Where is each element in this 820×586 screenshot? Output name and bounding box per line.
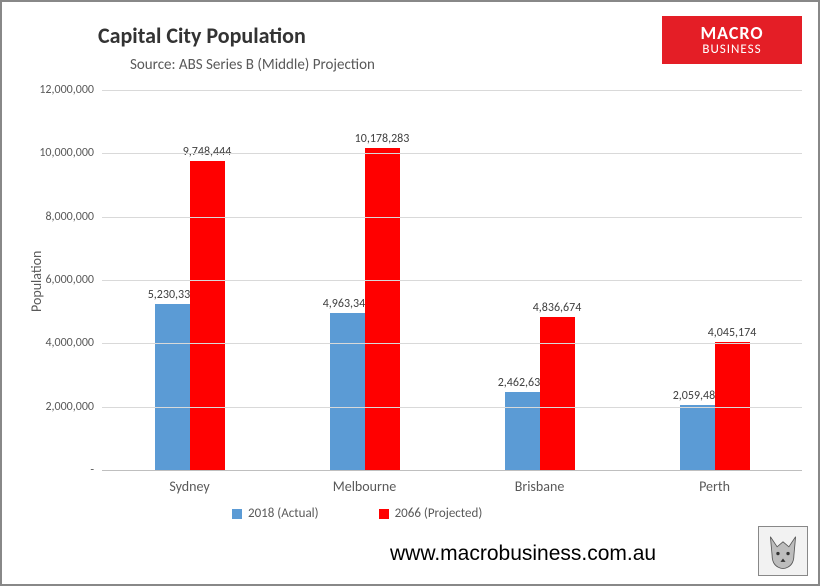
bar: 4,963,349 <box>330 313 365 470</box>
legend: 2018 (Actual) 2066 (Projected) <box>232 506 482 521</box>
y-tick-label: 6,000,000 <box>45 273 102 287</box>
legend-label: 2066 (Projected) <box>395 506 483 521</box>
bar: 4,836,674 <box>540 317 575 470</box>
brand-line2: BUSINESS <box>702 43 761 57</box>
y-tick-label: 10,000,000 <box>39 146 102 160</box>
y-tick-label: 2,000,000 <box>45 400 102 414</box>
y-axis-label: Population <box>28 251 45 312</box>
bar-value-label: 10,178,283 <box>355 132 410 148</box>
y-tick-label: 12,000,000 <box>39 83 102 97</box>
gridline <box>102 217 802 218</box>
fox-logo <box>758 526 808 576</box>
bar: 9,748,444 <box>190 161 225 470</box>
x-category-label: Perth <box>699 470 730 495</box>
gridline <box>102 280 802 281</box>
legend-label: 2018 (Actual) <box>248 506 319 521</box>
bar: 5,230,330 <box>155 304 190 470</box>
x-category-label: Brisbane <box>515 470 565 495</box>
x-category-label: Sydney <box>169 470 209 495</box>
chart-frame: Capital City Population Source: ABS Seri… <box>0 0 820 586</box>
legend-item: 2018 (Actual) <box>232 506 319 521</box>
bar: 2,462,636 <box>505 392 540 470</box>
chart-title: Capital City Population <box>98 22 306 49</box>
y-tick-label: - <box>90 463 102 477</box>
x-category-label: Melbourne <box>333 470 396 495</box>
gridline <box>102 153 802 154</box>
bar: 10,178,283 <box>365 148 400 470</box>
gridline <box>102 343 802 344</box>
gridline <box>102 90 802 91</box>
legend-item: 2066 (Projected) <box>379 506 483 521</box>
bar-value-label: 4,836,674 <box>533 301 582 317</box>
chart-subtitle: Source: ABS Series B (Middle) Projection <box>130 56 375 74</box>
brand-line1: MACRO <box>700 24 763 43</box>
legend-swatch <box>379 509 389 519</box>
legend-swatch <box>232 509 242 519</box>
bar: 2,059,484 <box>680 405 715 470</box>
plot-area: 5,230,3309,748,4444,963,34910,178,2832,4… <box>102 90 802 470</box>
bar-value-label: 4,045,174 <box>708 326 757 342</box>
site-url: www.macrobusiness.com.au <box>390 542 656 566</box>
y-tick-label: 4,000,000 <box>45 336 102 350</box>
brand-badge: MACRO BUSINESS <box>662 16 802 64</box>
y-tick-label: 8,000,000 <box>45 210 102 224</box>
gridline <box>102 407 802 408</box>
